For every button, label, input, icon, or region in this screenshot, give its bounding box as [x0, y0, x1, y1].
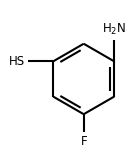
Text: F: F	[80, 135, 87, 148]
Text: HS: HS	[9, 55, 25, 68]
Text: H$_2$N: H$_2$N	[102, 22, 126, 37]
